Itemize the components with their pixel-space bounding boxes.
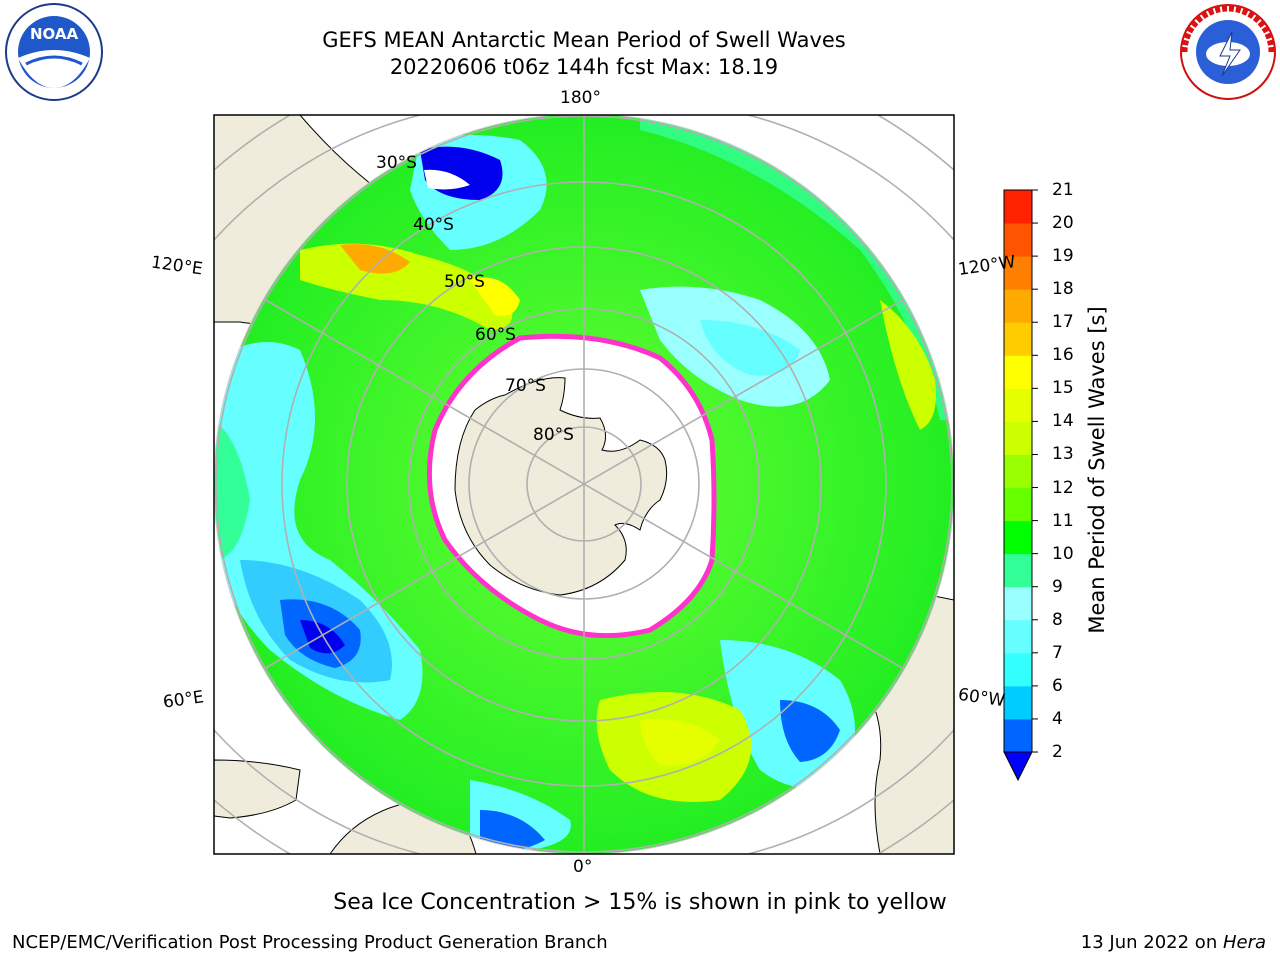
colorbar-tick-label: 4 <box>1052 708 1063 729</box>
colorbar-segment <box>1004 652 1032 687</box>
colorbar-segment <box>1004 355 1032 389</box>
colorbar-tick-label: 13 <box>1052 444 1074 465</box>
footer-date-text: 13 Jun 2022 on <box>1080 932 1223 953</box>
chart-subtitle: 20220606 t06z 144h fcst Max: 18.19 <box>389 55 779 79</box>
colorbar-segment <box>1004 190 1032 224</box>
colorbar-segment <box>1004 685 1032 720</box>
lat-label-50s: 50°S <box>444 272 485 292</box>
colorbar-label: Mean Period of Swell Waves [s] <box>1085 306 1109 634</box>
noaa-logo-icon: NOAA <box>5 3 103 101</box>
colorbar-tick-label: 2 <box>1052 742 1063 762</box>
footer-machine: Hera <box>1222 932 1266 953</box>
colorbar-tick-label: 21 <box>1052 180 1074 200</box>
colorbar-extend-arrow <box>1003 751 1033 782</box>
colorbar-outline <box>1003 189 1033 753</box>
colorbar-tick-label: 11 <box>1052 510 1074 531</box>
colorbar-segment <box>1004 520 1032 555</box>
svg-text:NOAA: NOAA <box>30 25 79 43</box>
colorbar-segment <box>1004 718 1032 753</box>
antarctica <box>454 377 668 596</box>
colorbar-tick-label: 9 <box>1052 576 1063 597</box>
sea-ice-note: Sea Ice Concentration > 15% is shown in … <box>333 890 947 915</box>
lat-label-70s: 70°S <box>505 376 546 396</box>
colorbar-tick-label: 14 <box>1052 411 1074 432</box>
colorbar-tick-label: 15 <box>1052 378 1074 399</box>
colorbar-segment <box>1004 553 1032 588</box>
lat-label-30s: 30°S <box>376 153 417 173</box>
colorbar-segment <box>1004 223 1032 257</box>
lon-label-180: 180° <box>560 88 601 108</box>
colorbar-tick-label: 16 <box>1052 345 1074 366</box>
footer-credit: NCEP/EMC/Verification Post Processing Pr… <box>12 932 608 953</box>
chart-title: GEFS MEAN Antarctic Mean Period of Swell… <box>322 28 846 52</box>
colorbar-tick-label: 7 <box>1052 642 1063 663</box>
colorbar-segment <box>1004 388 1032 422</box>
colorbar-tick-label: 17 <box>1052 312 1074 333</box>
colorbar-segment <box>1004 322 1032 356</box>
lat-label-80s: 80°S <box>533 425 574 445</box>
colorbar-tick-label: 6 <box>1052 675 1063 696</box>
colorbar-tick-label: 19 <box>1052 246 1074 267</box>
colorbar-segment <box>1004 487 1032 522</box>
colorbar-segment <box>1004 586 1032 621</box>
colorbar-tick-label: 20 <box>1052 213 1074 234</box>
colorbar <box>1003 189 1038 782</box>
colorbar-segment <box>1004 454 1032 489</box>
graticule <box>215 115 953 854</box>
colorbar-segment <box>1004 421 1032 455</box>
colorbar-segment <box>1004 619 1032 654</box>
colorbar-segment <box>1004 289 1032 323</box>
nws-logo-icon <box>1180 4 1276 100</box>
colorbar-segment <box>1004 256 1032 290</box>
lat-label-40s: 40°S <box>413 215 454 235</box>
colorbar-tick-label: 18 <box>1052 279 1074 300</box>
footer-date: 13 Jun 2022 on Hera <box>1081 932 1266 953</box>
colorbar-tick-label: 12 <box>1052 477 1074 498</box>
map-frame <box>213 114 955 855</box>
colorbar-tick-label: 10 <box>1052 543 1074 564</box>
lon-label-0: 0° <box>573 857 593 877</box>
colorbar-tick-label: 8 <box>1052 609 1063 630</box>
lat-label-60s: 60°S <box>475 325 516 345</box>
